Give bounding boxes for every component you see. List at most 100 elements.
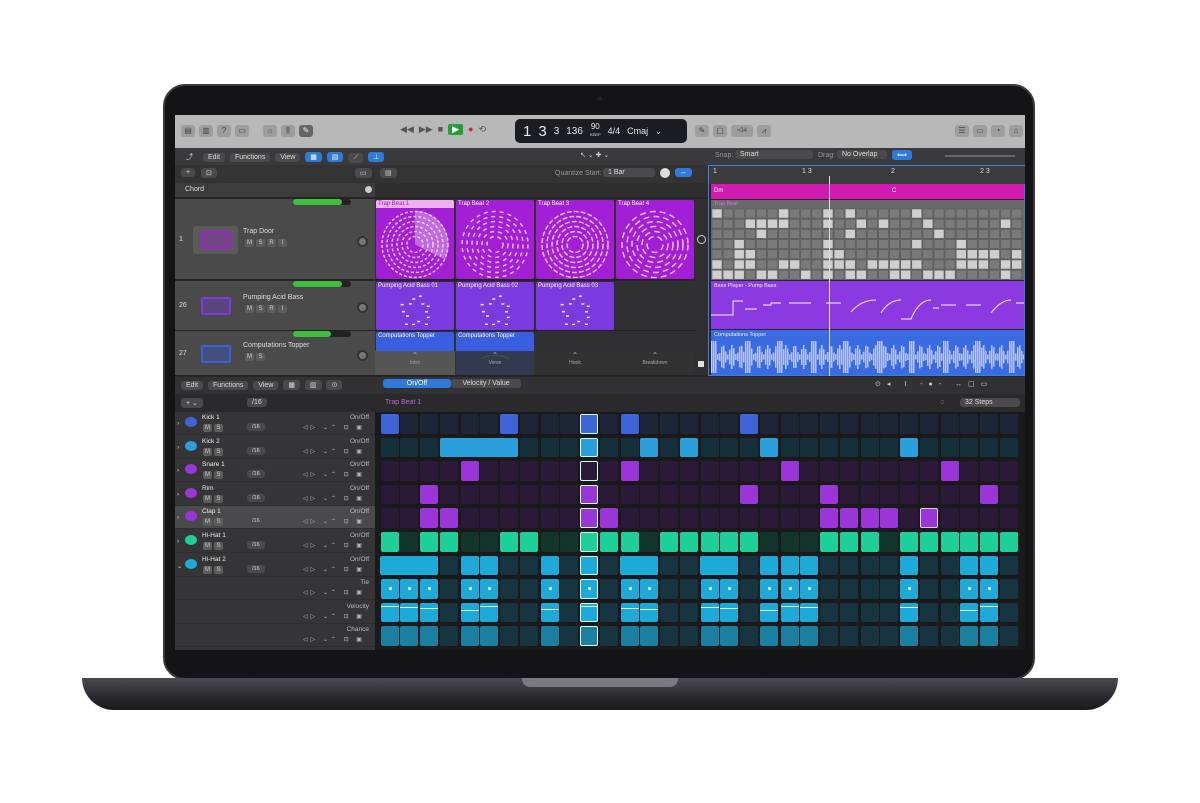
pan-knob[interactable] bbox=[357, 235, 368, 247]
volume-slider[interactable] bbox=[293, 281, 351, 287]
track-button-m[interactable]: M bbox=[245, 238, 254, 247]
zoom-slider[interactable] bbox=[945, 155, 1015, 157]
lane-label[interactable]: On/Off bbox=[350, 414, 370, 421]
seq-functions-menu[interactable]: Functions bbox=[208, 381, 249, 390]
step-cell[interactable] bbox=[720, 602, 738, 623]
step-cell[interactable] bbox=[1000, 579, 1018, 599]
step-cell[interactable] bbox=[960, 437, 978, 458]
step-cell[interactable] bbox=[941, 508, 959, 528]
scene-trigger[interactable]: ⌃ Intro bbox=[375, 351, 455, 375]
sync-icon[interactable]: ↔ bbox=[675, 168, 692, 177]
track-header[interactable]: 26 Pumping Acid Bass M S R I bbox=[175, 281, 375, 331]
step-cell[interactable] bbox=[960, 579, 978, 599]
step-cell[interactable] bbox=[440, 579, 458, 599]
step-cell[interactable] bbox=[541, 532, 559, 552]
sub-lane-header[interactable]: Velocity ◁▷ ⌄⌃ ⊡ ▣ bbox=[175, 601, 375, 624]
step-cell[interactable] bbox=[640, 626, 658, 646]
step-cell[interactable] bbox=[960, 461, 978, 481]
sub-lane-label[interactable]: Tie bbox=[360, 579, 369, 587]
step-cell[interactable] bbox=[900, 602, 918, 623]
step-cell[interactable] bbox=[820, 508, 838, 528]
step-cell[interactable] bbox=[820, 532, 838, 552]
volume-slider[interactable] bbox=[293, 331, 351, 337]
step-cell[interactable] bbox=[580, 508, 598, 528]
step-cell[interactable] bbox=[400, 461, 418, 481]
step-rate-icon[interactable]: ⊙ bbox=[326, 380, 343, 390]
tuner-icon[interactable]: ✎ bbox=[695, 125, 709, 137]
mute-button[interactable]: M bbox=[203, 518, 212, 527]
sub-lane-header[interactable]: Chance ◁▷ ⌄⌃ ⊡ ▣ bbox=[175, 624, 375, 648]
step-cell[interactable] bbox=[461, 484, 479, 505]
step-cell[interactable] bbox=[520, 555, 538, 576]
step-cell[interactable] bbox=[560, 461, 578, 481]
mixer-icon[interactable]: ⫼ bbox=[281, 125, 295, 137]
step-cell[interactable] bbox=[840, 579, 858, 599]
bass-region[interactable]: Bass Player - Pump Bass bbox=[711, 281, 1024, 329]
step-cell[interactable] bbox=[660, 555, 678, 576]
step-cell[interactable] bbox=[740, 579, 758, 599]
loop-browser-icon[interactable]: ◔ bbox=[991, 125, 1005, 137]
row-header[interactable]: › Clap 1 M S On/Off/16 ◁▷ ⌄⌃ ⊡ ▣ bbox=[175, 506, 375, 530]
row-controls[interactable]: ◁▷ ⌄⌃ ⊡ ▣ bbox=[303, 613, 365, 620]
step-cell[interactable] bbox=[560, 602, 578, 623]
step-cell[interactable] bbox=[640, 532, 658, 552]
row-controls[interactable]: ◁▷ ⌄⌃ ⊡ ▣ bbox=[303, 448, 365, 455]
step-cell[interactable] bbox=[480, 461, 498, 481]
lane-label[interactable]: On/Off bbox=[350, 508, 370, 516]
step-cell[interactable] bbox=[621, 437, 639, 458]
step-cell[interactable] bbox=[461, 532, 479, 552]
step-cell[interactable] bbox=[420, 579, 438, 599]
step-cell[interactable] bbox=[960, 508, 978, 528]
step-cell[interactable] bbox=[740, 437, 758, 458]
row-name[interactable]: Rim bbox=[202, 484, 214, 492]
step-cell[interactable] bbox=[820, 437, 838, 458]
step-cell[interactable] bbox=[820, 579, 838, 599]
pattern-browser-icon[interactable]: ▦ bbox=[283, 380, 300, 390]
mute-button[interactable]: M bbox=[203, 494, 212, 503]
step-cell[interactable] bbox=[920, 532, 938, 552]
step-cell[interactable] bbox=[520, 508, 538, 528]
ruler[interactable]: 1 1 3 2 2 3 bbox=[709, 166, 1025, 184]
step-cell[interactable] bbox=[781, 555, 799, 576]
step-cell[interactable] bbox=[900, 437, 918, 458]
step-cell[interactable] bbox=[840, 414, 858, 434]
step-cell[interactable] bbox=[500, 532, 518, 552]
step-cell[interactable] bbox=[440, 532, 458, 552]
step-cell[interactable] bbox=[880, 555, 898, 576]
step-cell[interactable] bbox=[800, 484, 818, 505]
step-cell[interactable] bbox=[760, 555, 778, 576]
sub-lane-label[interactable]: Velocity bbox=[346, 602, 369, 610]
step-cell[interactable] bbox=[640, 508, 658, 528]
step-cell[interactable] bbox=[461, 414, 479, 434]
step-cell[interactable] bbox=[541, 484, 559, 505]
step-cell[interactable] bbox=[680, 508, 698, 528]
row-name[interactable]: Hi-Hat 2 bbox=[202, 555, 226, 563]
step-cell[interactable] bbox=[1000, 555, 1018, 576]
mute-button[interactable]: M bbox=[203, 565, 212, 574]
step-cell[interactable] bbox=[720, 484, 738, 505]
step-cell[interactable] bbox=[880, 484, 898, 505]
step-cell[interactable] bbox=[640, 602, 658, 623]
step-cell[interactable] bbox=[600, 437, 618, 458]
stop-button[interactable]: ■ bbox=[437, 124, 444, 134]
step-cell[interactable] bbox=[840, 508, 858, 528]
record-button[interactable]: ● bbox=[468, 124, 474, 134]
step-cell[interactable] bbox=[461, 626, 479, 646]
step-cell[interactable] bbox=[920, 602, 938, 623]
seq-view-menu[interactable]: View bbox=[253, 381, 279, 390]
step-cell[interactable] bbox=[781, 579, 799, 599]
step-cell[interactable] bbox=[760, 508, 778, 528]
step-cell[interactable] bbox=[760, 437, 778, 458]
track-settings-icon[interactable]: ⊡ bbox=[201, 168, 217, 178]
lane-label[interactable]: On/Off bbox=[350, 555, 370, 563]
step-cell[interactable] bbox=[840, 602, 858, 623]
row-header[interactable]: › Kick 1 M S On/Off/16 ◁▷ ⌄⌃ ⊡ ▣ bbox=[175, 412, 375, 435]
track-name[interactable]: Trap Door bbox=[243, 227, 275, 235]
step-cell[interactable] bbox=[580, 555, 598, 576]
step-cell[interactable] bbox=[621, 626, 639, 646]
step-cell[interactable] bbox=[461, 461, 479, 481]
step-cell[interactable] bbox=[600, 461, 618, 481]
grid-view-icon[interactable]: ▦ bbox=[305, 152, 322, 162]
row-resolution[interactable]: /16 bbox=[247, 564, 265, 573]
edit-menu[interactable]: Edit bbox=[202, 153, 226, 162]
